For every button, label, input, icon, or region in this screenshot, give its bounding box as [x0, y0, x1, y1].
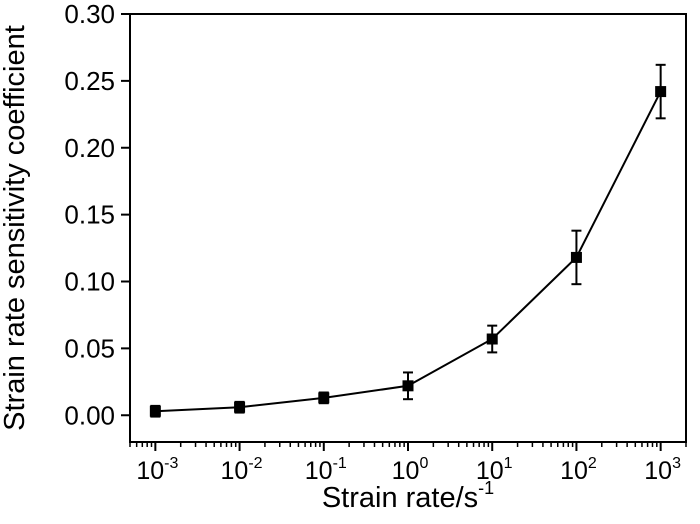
y-tick-label: 0.15 [64, 200, 115, 230]
x-tick-label-exponent: 1 [504, 455, 513, 472]
x-tick-label-exponent: -1 [333, 455, 347, 472]
x-tick-label: 101 [476, 455, 513, 485]
data-point [318, 392, 330, 404]
x-tick-label-base: 10 [221, 457, 249, 485]
x-tick-label: 103 [644, 455, 681, 485]
y-axis-label: Strain rate sensitivity coefficient [0, 25, 31, 431]
y-tick-label: 0.05 [64, 333, 115, 363]
x-tick-label-base: 10 [560, 457, 588, 485]
series-line [155, 91, 662, 413]
data-point [234, 401, 246, 413]
x-tick-label-base: 10 [136, 457, 164, 485]
y-tick-label: 0.10 [64, 267, 115, 297]
x-axis-label: Strain rate/s-1 [322, 478, 494, 514]
y-tick-label: 0.25 [64, 66, 115, 96]
x-axis-label-exponent: -1 [478, 478, 494, 498]
data-point [570, 251, 582, 263]
data-point [149, 405, 161, 417]
x-tick-label-exponent: -2 [248, 455, 262, 472]
data-point [655, 86, 667, 98]
x-axis-ticks: 10-3 10-2 10-1 100 101 102 103 [136, 442, 681, 485]
x-tick-label-exponent: -3 [164, 455, 178, 472]
series-group [149, 63, 667, 418]
x-axis-minor-ticks [129, 442, 687, 447]
x-tick-label: 102 [560, 455, 597, 485]
x-tick-label-exponent: 3 [672, 455, 681, 472]
x-tick-label-exponent: 2 [588, 455, 597, 472]
x-tick-label-base: 10 [476, 457, 504, 485]
data-point [486, 333, 498, 345]
y-axis-ticks: 0.00 0.05 0.10 0.15 0.20 0.25 0.30 [64, 0, 130, 430]
x-tick-label: 10-1 [305, 455, 347, 485]
x-tick-label-base: 10 [644, 457, 672, 485]
y-tick-label: 0.00 [64, 400, 115, 430]
y-tick-label: 0.30 [64, 0, 115, 29]
x-tick-label-base: 10 [392, 457, 420, 485]
x-tick-label: 10-3 [136, 455, 178, 485]
y-tick-label: 0.20 [64, 133, 115, 163]
x-tick-label: 10-2 [221, 455, 263, 485]
x-tick-label: 100 [392, 455, 429, 485]
x-tick-label-base: 10 [305, 457, 333, 485]
data-point [402, 380, 414, 392]
x-axis-label-text: Strain rate/s [322, 482, 478, 514]
x-tick-label-exponent: 0 [419, 455, 428, 472]
